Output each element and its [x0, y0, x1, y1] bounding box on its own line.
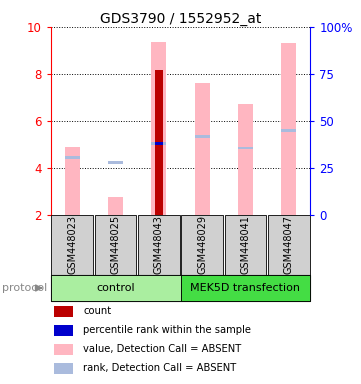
- Bar: [138, 215, 180, 275]
- Text: GSM448025: GSM448025: [110, 215, 121, 274]
- Bar: [281, 129, 296, 132]
- Bar: [195, 135, 210, 137]
- Bar: [65, 147, 80, 215]
- Bar: [238, 147, 253, 149]
- Bar: [65, 156, 80, 159]
- Bar: [108, 161, 123, 164]
- Bar: [268, 215, 310, 275]
- Bar: [108, 197, 123, 215]
- Bar: [155, 70, 163, 215]
- Bar: [238, 104, 253, 215]
- Bar: [281, 43, 296, 215]
- Bar: [180, 275, 310, 301]
- Text: rank, Detection Call = ABSENT: rank, Detection Call = ABSENT: [83, 363, 237, 373]
- Text: GSM448043: GSM448043: [154, 215, 164, 274]
- Text: GSM448047: GSM448047: [284, 215, 294, 274]
- Text: percentile rank within the sample: percentile rank within the sample: [83, 325, 251, 335]
- Bar: [151, 142, 166, 145]
- Text: protocol: protocol: [2, 283, 47, 293]
- Bar: [151, 42, 166, 215]
- Bar: [225, 215, 266, 275]
- Bar: [51, 215, 93, 275]
- Text: control: control: [96, 283, 135, 293]
- Text: value, Detection Call = ABSENT: value, Detection Call = ABSENT: [83, 344, 242, 354]
- Bar: [155, 142, 163, 145]
- Text: count: count: [83, 306, 112, 316]
- Title: GDS3790 / 1552952_at: GDS3790 / 1552952_at: [100, 12, 261, 26]
- Text: GSM448023: GSM448023: [67, 215, 77, 274]
- Bar: [181, 215, 223, 275]
- Bar: [54, 324, 73, 336]
- Bar: [195, 83, 210, 215]
- Text: GSM448041: GSM448041: [240, 215, 251, 274]
- Bar: [54, 362, 73, 374]
- Text: GSM448029: GSM448029: [197, 215, 207, 274]
- Bar: [95, 215, 136, 275]
- Bar: [51, 275, 180, 301]
- Bar: [54, 344, 73, 355]
- Bar: [54, 306, 73, 317]
- Text: MEK5D transfection: MEK5D transfection: [191, 283, 300, 293]
